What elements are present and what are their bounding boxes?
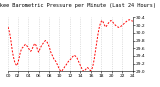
Text: Milwaukee Barometric Pressure per Minute (Last 24 Hours): Milwaukee Barometric Pressure per Minute… [0, 3, 156, 8]
